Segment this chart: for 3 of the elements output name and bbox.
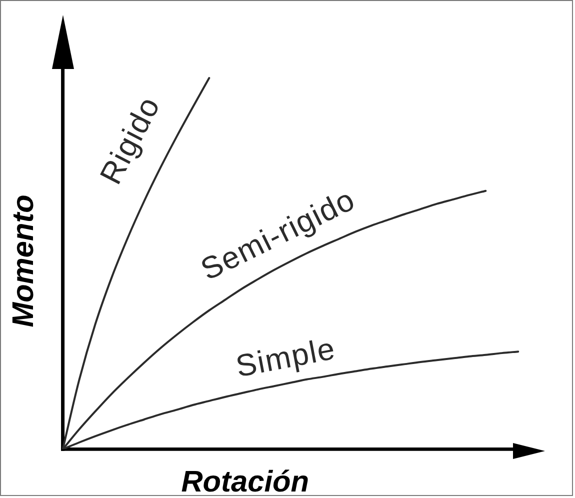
text: Simple	[233, 330, 338, 384]
y-axis-title: Momento	[7, 194, 40, 328]
x-axis-title: Rotación	[181, 465, 310, 498]
